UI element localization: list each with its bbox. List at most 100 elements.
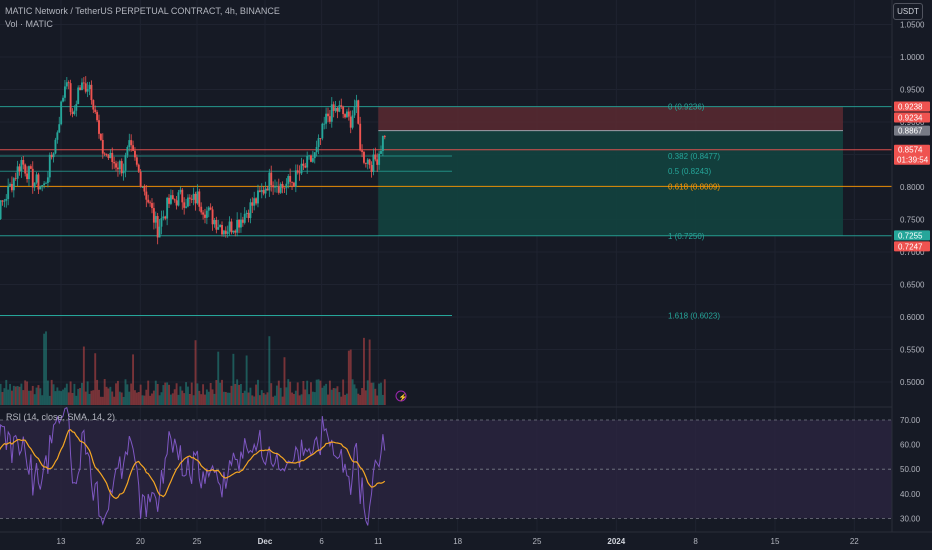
volume-bar — [215, 380, 218, 405]
price-tick-label: 0.6000 — [900, 313, 925, 322]
volume-bar — [336, 386, 339, 405]
volume-bar — [46, 380, 49, 405]
candle-body — [58, 124, 61, 133]
candle-body — [65, 82, 68, 87]
candle-body — [313, 152, 316, 159]
volume-bar — [3, 388, 6, 405]
volume-bar — [374, 388, 377, 405]
rsi-tick-label: 70.00 — [900, 416, 921, 425]
candle-body — [39, 186, 42, 190]
volume-bar — [209, 382, 212, 405]
volume-bar — [56, 387, 59, 405]
candle-body — [275, 186, 278, 187]
volume-legend[interactable]: Vol · MATIC — [5, 19, 53, 29]
candle-body — [22, 160, 25, 165]
volume-bar — [291, 392, 293, 405]
volume-bar — [48, 395, 51, 405]
candle-body — [130, 140, 133, 146]
candle-body — [219, 224, 222, 228]
volume-bar — [171, 393, 174, 405]
volume-bar — [306, 380, 309, 405]
candle-body — [281, 184, 284, 188]
symbol-name[interactable]: MATIC Network / TetherUS PERPETUAL CONTR… — [5, 6, 220, 16]
currency-button[interactable]: USDT — [893, 3, 923, 20]
candle-body — [90, 84, 93, 101]
volume-bar — [266, 392, 269, 405]
volume-bar — [7, 389, 10, 405]
volume-bar — [249, 387, 252, 405]
candle-body — [279, 184, 282, 193]
candle-body — [241, 219, 244, 223]
candle-body — [107, 154, 110, 159]
candle-body — [205, 210, 208, 218]
volume-bar — [370, 382, 373, 405]
candle-body — [211, 209, 214, 225]
candles-group — [0, 76, 386, 245]
volume-bar — [245, 355, 248, 405]
fib-label: 1 (0.7250) — [668, 232, 705, 241]
time-tick-label: 11 — [374, 537, 383, 546]
candle-body — [374, 154, 377, 160]
candle-body — [230, 221, 233, 233]
volume-bar — [88, 393, 91, 405]
volume-bar — [124, 379, 127, 405]
price-badge-bg — [894, 125, 930, 136]
lightning-icon[interactable] — [395, 390, 407, 402]
candle-body — [20, 160, 23, 172]
volume-bar — [98, 389, 100, 405]
volume-bar — [251, 395, 254, 405]
fib-label: 0.5 (0.8243) — [668, 167, 711, 176]
volume-bar — [50, 379, 53, 405]
price-badge-bg — [894, 144, 930, 165]
candle-body — [298, 172, 301, 174]
volume-bar — [118, 391, 121, 405]
volume-bar — [18, 386, 21, 405]
volume-bar — [302, 380, 305, 405]
candle-body — [126, 147, 129, 156]
time-tick-label: Dec — [258, 537, 273, 546]
price-label-badge: 0.7255 — [894, 230, 930, 241]
candle-body — [342, 106, 345, 115]
volume-bar — [300, 394, 303, 405]
volume-bar — [22, 390, 25, 405]
fib-label: 0 (0.9236) — [668, 103, 705, 112]
volume-bar — [5, 379, 8, 405]
candle-body — [113, 162, 116, 164]
candle-body — [145, 191, 148, 200]
volume-bar — [77, 388, 80, 405]
volume-bar — [268, 336, 271, 405]
candle-body — [296, 170, 299, 173]
volume-bar — [230, 385, 233, 405]
candle-body — [135, 157, 138, 165]
volume-bar — [321, 387, 324, 405]
candle-body — [63, 86, 66, 98]
volume-bar — [366, 380, 369, 405]
candle-body — [84, 83, 87, 92]
time-tick-label: 2024 — [607, 537, 625, 546]
candle-body — [158, 226, 161, 238]
volume-bar — [340, 396, 343, 405]
volume-bar — [188, 393, 191, 405]
volume-bar — [10, 390, 13, 405]
candle-body — [353, 107, 356, 116]
volume-bar — [260, 390, 263, 405]
candle-body — [251, 202, 254, 206]
candle-body — [196, 191, 199, 204]
candle-body — [73, 110, 76, 115]
volume-bar — [39, 388, 42, 405]
volume-bar — [120, 392, 123, 405]
volume-bar — [198, 390, 201, 405]
volume-bar — [9, 383, 11, 405]
candle-body — [334, 107, 337, 111]
rsi-legend[interactable]: RSI (14, close, SMA, 14, 2) — [6, 412, 116, 422]
rsi-tick-label: 50.00 — [900, 465, 921, 474]
volume-bar — [33, 394, 36, 405]
volume-bar — [162, 385, 165, 405]
candle-body — [315, 147, 318, 153]
volume-bar — [147, 380, 150, 405]
volume-bar — [332, 387, 335, 405]
time-tick-label: 20 — [136, 537, 145, 546]
volume-bar — [219, 382, 222, 405]
volume-bar — [143, 395, 146, 405]
